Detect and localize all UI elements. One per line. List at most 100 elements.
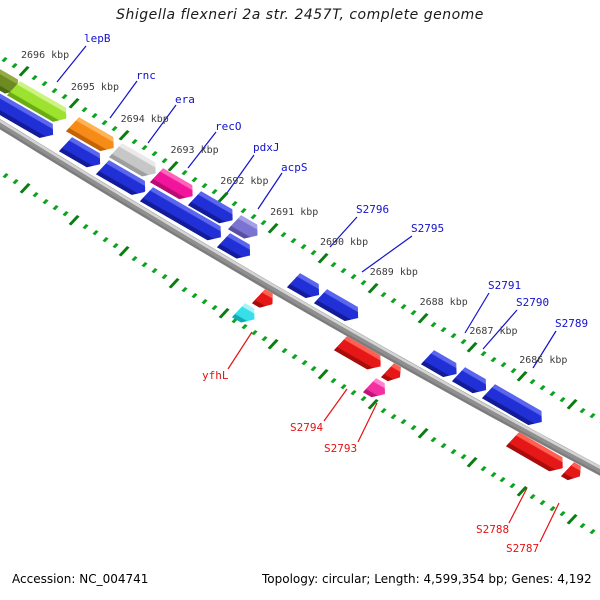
kbp-tick-small [261,335,268,342]
kbp-tick-small [181,286,188,293]
kbp-tick-small [390,413,397,419]
kbp-label-2692: 2692 kbp [220,176,269,188]
kbp-tick-small [549,505,556,511]
kbp-tick-small [260,219,268,226]
kbp-tick-long [367,398,379,410]
kbp-label-2690: 2690 kbp [319,237,369,249]
kbp-tick-small [400,419,407,425]
kbp-tick-small [161,157,168,164]
kbp-tick-small [579,522,586,528]
kbp-tick-small [131,255,139,261]
leader-line-acpS [257,172,283,210]
kbp-tick-small [360,395,367,402]
kbp-tick-small [82,224,89,230]
kbp-tick-small [430,436,437,443]
kbp-tick-long [118,129,130,141]
kbp-tick-small [181,170,188,176]
gene-arrow-S2789[interactable] [481,384,548,429]
kbp-tick-small [250,213,258,219]
kbp-tick-long [317,369,329,380]
gene-arrow-S2794[interactable] [334,336,388,374]
kbp-tick-small [92,230,99,236]
kbp-tick-small [161,274,168,280]
kbp-tick-long [566,399,578,410]
kbp-tick-long [516,370,528,382]
kbp-tick-small [1,56,8,62]
kbp-tick-long [19,182,31,194]
leader-line-S2793 [357,402,378,443]
gene-label-yfhL: yfhL [202,369,229,382]
gene-arrow-cds-5[interactable] [217,233,257,263]
leader-line-era [147,104,177,144]
kbp-tick-long [69,214,81,226]
gene-arrow-S2791[interactable] [420,350,463,381]
kbp-tick-small [102,236,109,242]
kbp-tick-small [360,280,367,286]
gene-label-S2793: S2793 [324,442,358,455]
gene-label-rnc: rnc [136,69,156,82]
gene-label-S2789: S2789 [555,317,589,330]
gene-arrow-S2787[interactable] [561,462,587,484]
kbp-tick-small [460,454,467,460]
kbp-tick-small [390,298,397,304]
kbp-tick-long [218,308,230,319]
gene-arrow-S2795[interactable] [314,289,365,325]
gene-label-acpS: acpS [281,161,308,174]
genome-backbone [0,126,600,476]
kbp-label-2687: 2687 kbp [469,326,518,338]
kbp-tick-small [480,465,487,472]
kbp-tick-small [440,327,447,333]
leader-line-S2791 [464,292,490,334]
kbp-tick-small [589,413,596,419]
leader-line-rnc [109,80,138,119]
kbp-tick-small [589,528,596,534]
kbp-tick-small [201,182,208,189]
kbp-tick-small [539,385,546,391]
kbp-tick-small [151,151,158,157]
gene-arrow-cds-6[interactable] [252,289,279,311]
kbp-label-2695: 2695 kbp [70,81,119,93]
gene-arrow-yfhL[interactable] [232,303,261,327]
kbp-label-2696: 2696 kbp [21,49,70,61]
kbp-tick-small [490,356,497,362]
gene-label-S2791: S2791 [488,279,522,292]
gene-arrow-S2790[interactable] [452,367,493,397]
kbp-tick-small [211,305,218,311]
kbp-tick-long [217,192,229,203]
kbp-label-2686: 2686 kbp [519,354,568,366]
genome-backbone [0,119,600,469]
gene-arrow-cds-7[interactable] [381,363,407,385]
gene-label-era: era [175,93,195,106]
kbp-tick-small [191,293,198,299]
kbp-tick-long [268,338,280,350]
kbp-label-2691: 2691 kbp [270,207,319,219]
kbp-tick-small [280,231,287,238]
leader-line-S2787 [539,502,560,543]
kbp-tick-small [112,243,119,249]
kbp-tick-small [310,250,317,256]
gene-arrow-S2793[interactable] [363,378,392,401]
kbp-tick-small [101,119,108,126]
leader-line-S2794 [323,388,348,422]
gene-label-S2790: S2790 [516,296,550,309]
kbp-tick-small [251,329,258,336]
gene-arrow-S2788[interactable] [506,432,570,475]
kbp-tick-small [12,179,19,185]
kbp-tick-small [31,74,38,81]
kbp-tick-long [417,428,429,439]
leader-line-S2796 [329,216,358,248]
kbp-tick-small [579,407,586,414]
kbp-tick-small [201,299,208,305]
kbp-label-2689: 2689 kbp [369,267,418,279]
kbp-tick-small [151,268,158,274]
genome-backbone [0,118,600,476]
kbp-tick-small [61,94,68,100]
kbp-tick-small [510,368,517,374]
kbp-tick-small [410,425,417,431]
leader-line-yfhL [227,331,253,370]
kbp-tick-small [211,188,218,195]
kbp-tick-small [480,350,487,356]
kbp-tick-small [450,448,457,454]
